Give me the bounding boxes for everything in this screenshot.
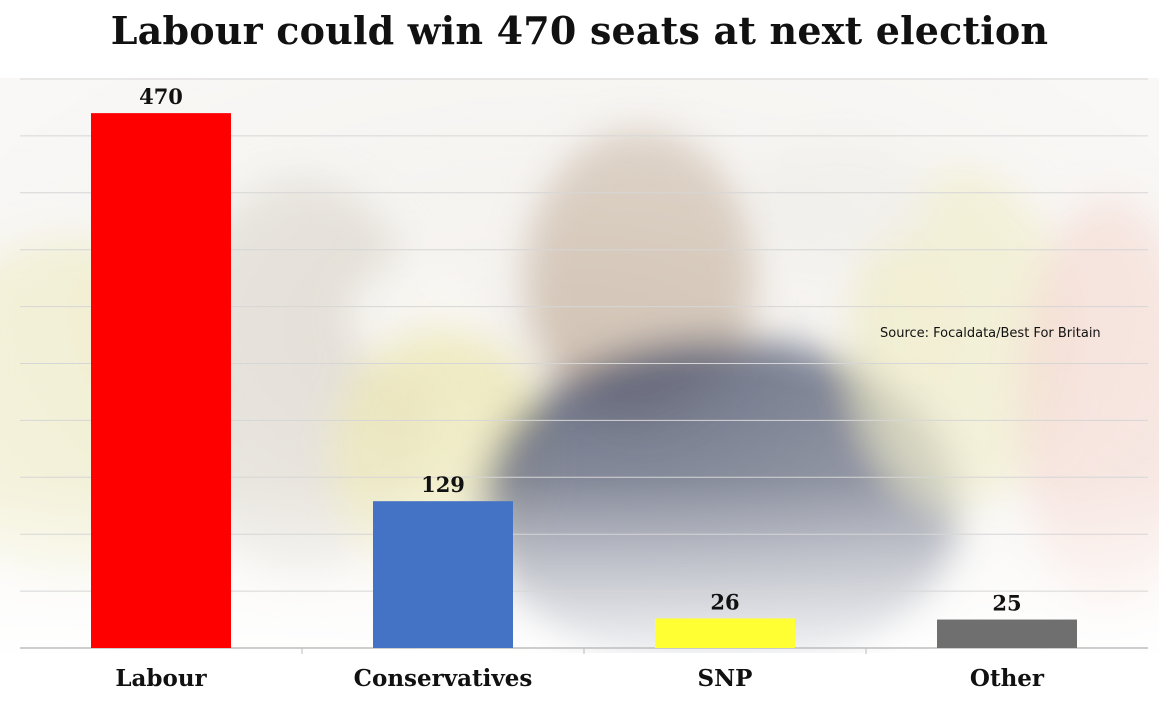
value-label-other: 25 bbox=[992, 591, 1021, 616]
bar-snp bbox=[655, 618, 795, 648]
chart-title: Labour could win 470 seats at next elect… bbox=[110, 8, 1049, 53]
category-label-other: Other bbox=[970, 665, 1045, 692]
value-label-conservatives: 129 bbox=[421, 472, 465, 497]
source-note: Source: Focaldata/Best For Britain bbox=[880, 326, 1101, 341]
bars bbox=[91, 113, 1077, 648]
value-label-labour: 470 bbox=[139, 84, 183, 109]
value-label-snp: 26 bbox=[710, 589, 739, 614]
bar-labour bbox=[91, 113, 231, 648]
category-label-snp: SNP bbox=[698, 665, 753, 692]
bar-conservatives bbox=[373, 501, 513, 648]
value-labels: 470 129 26 25 bbox=[139, 84, 1022, 615]
category-label-conservatives: Conservatives bbox=[354, 665, 533, 692]
bar-other bbox=[937, 619, 1077, 648]
category-label-labour: Labour bbox=[115, 665, 207, 692]
category-labels: Labour Conservatives SNP Other bbox=[115, 665, 1045, 692]
